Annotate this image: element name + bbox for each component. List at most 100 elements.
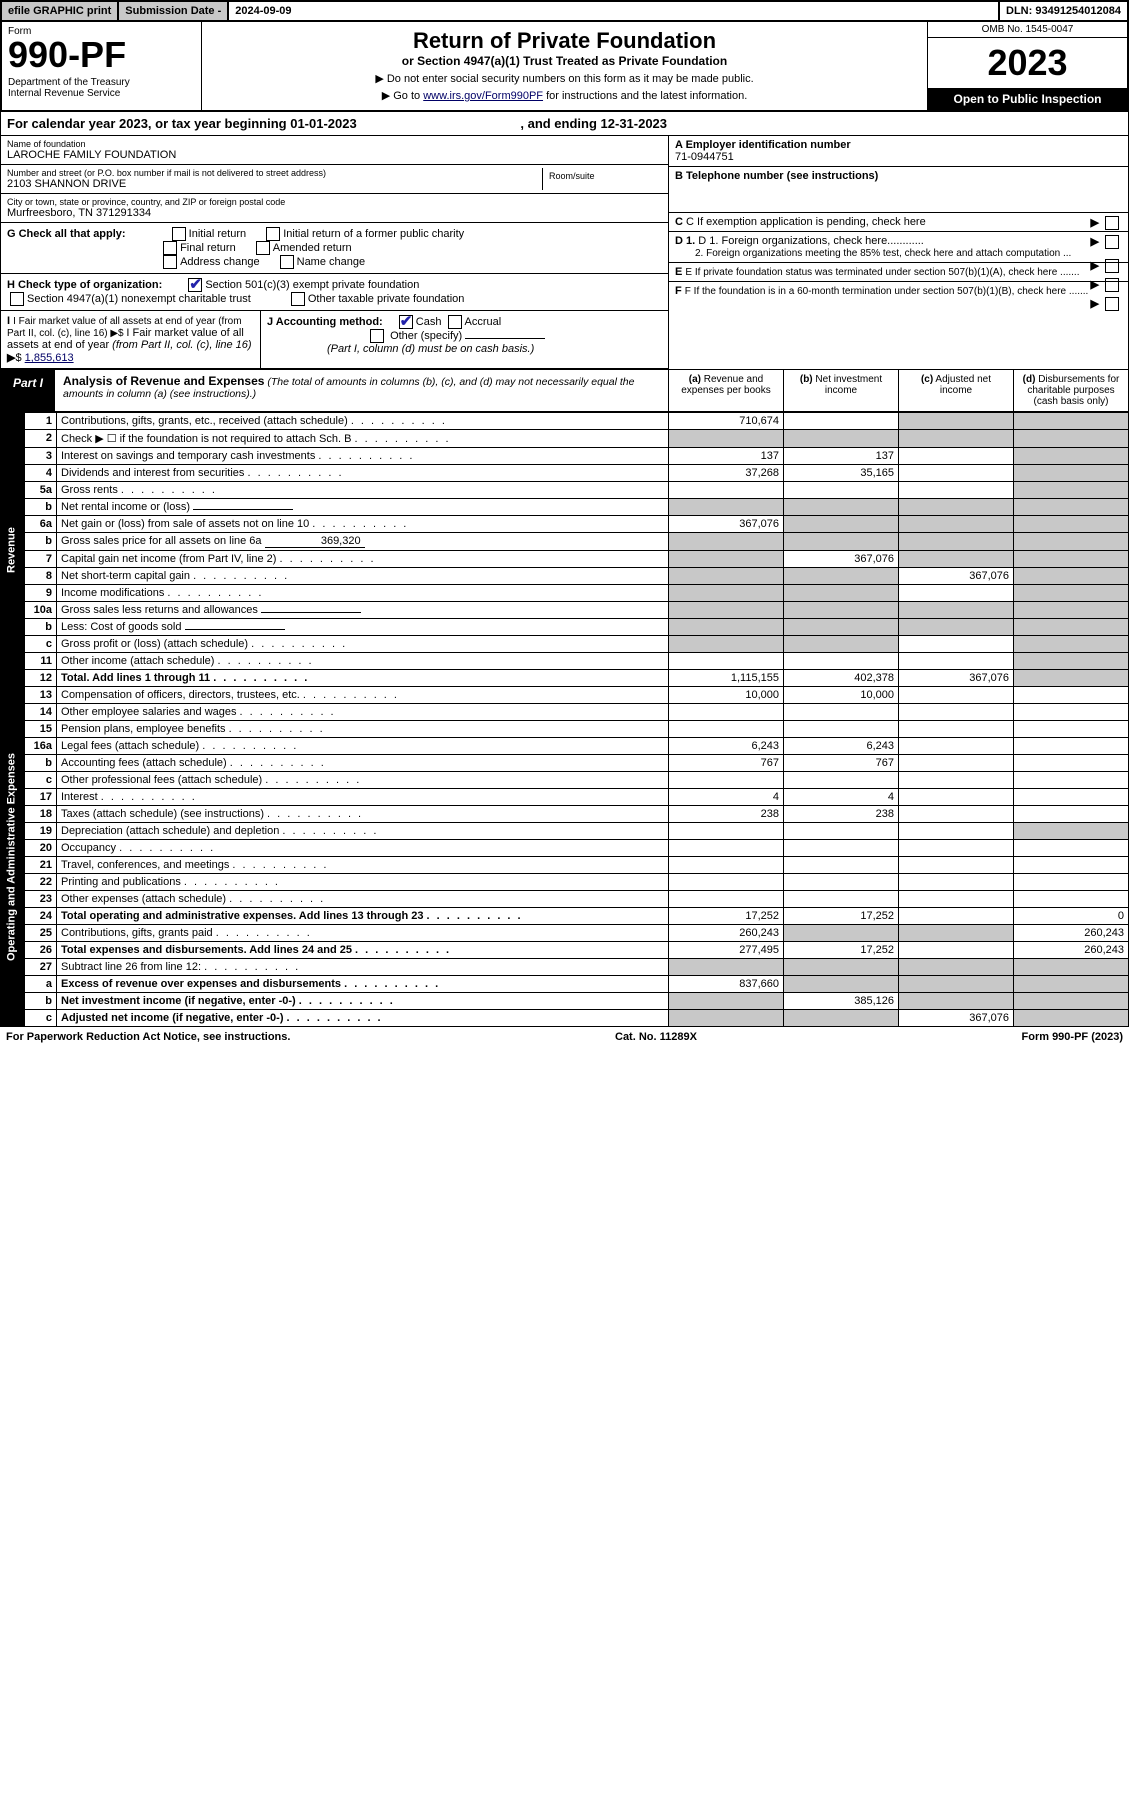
table-row: 16aLegal fees (attach schedule) 6,2436,2…: [1, 738, 1129, 755]
table-row: cAdjusted net income (if negative, enter…: [1, 1010, 1129, 1027]
amount-cell: 260,243: [1014, 942, 1129, 959]
amount-cell: 17,252: [784, 908, 899, 925]
amount-cell: [669, 840, 784, 857]
address-value: 2103 SHANNON DRIVE: [7, 178, 542, 190]
dept-label: Department of the Treasury Internal Reve…: [8, 77, 195, 99]
chk-cash[interactable]: [399, 315, 413, 329]
line-description: Legal fees (attach schedule): [57, 738, 669, 755]
chk-amended-return[interactable]: [256, 241, 270, 255]
amount-cell: [784, 619, 899, 636]
amount-cell: [1014, 568, 1129, 585]
table-row: 3Interest on savings and temporary cash …: [1, 448, 1129, 465]
amount-cell: [669, 959, 784, 976]
amount-cell: [899, 755, 1014, 772]
chk-accrual[interactable]: [448, 315, 462, 329]
submission-date-value: 2024-09-09: [229, 2, 1000, 20]
amount-cell: 260,243: [669, 925, 784, 942]
col-c-header: (c) Adjusted net income: [898, 370, 1013, 411]
chk-name-change[interactable]: [280, 255, 294, 269]
table-row: 5aGross rents: [1, 482, 1129, 499]
amount-cell: [1014, 891, 1129, 908]
amount-cell: [784, 413, 899, 430]
amount-cell: 6,243: [669, 738, 784, 755]
form-note-1: ▶ Do not enter social security numbers o…: [208, 72, 921, 85]
line-description: Subtract line 26 from line 12:: [57, 959, 669, 976]
chk-e[interactable]: [1105, 278, 1119, 292]
amount-cell: [1014, 482, 1129, 499]
table-row: Operating and Administrative Expenses13C…: [1, 687, 1129, 704]
amount-cell: [669, 891, 784, 908]
chk-d2[interactable]: [1105, 259, 1119, 273]
amount-cell: [899, 908, 1014, 925]
amount-cell: 367,076: [899, 670, 1014, 687]
line-number: b: [25, 619, 57, 636]
chk-other-taxable[interactable]: [291, 292, 305, 306]
amount-cell: [899, 636, 1014, 653]
line-description: Gross rents: [57, 482, 669, 499]
amount-cell: 4: [669, 789, 784, 806]
amount-cell: 238: [784, 806, 899, 823]
line-number: b: [25, 499, 57, 516]
line-number: 15: [25, 721, 57, 738]
line-number: b: [25, 993, 57, 1010]
amount-cell: 17,252: [669, 908, 784, 925]
line-description: Travel, conferences, and meetings: [57, 857, 669, 874]
line-description: Other expenses (attach schedule): [57, 891, 669, 908]
amount-cell: [669, 823, 784, 840]
entity-info: Name of foundation LAROCHE FAMILY FOUNDA…: [0, 136, 1129, 370]
amount-cell: 367,076: [669, 516, 784, 533]
amount-cell: [899, 465, 1014, 482]
amount-cell: [669, 1010, 784, 1027]
table-row: bLess: Cost of goods sold: [1, 619, 1129, 636]
amount-cell: [1014, 789, 1129, 806]
chk-initial-return[interactable]: [172, 227, 186, 241]
amount-cell: [784, 891, 899, 908]
amount-cell: 35,165: [784, 465, 899, 482]
table-row: 8Net short-term capital gain 367,076: [1, 568, 1129, 585]
line-description: Less: Cost of goods sold: [57, 619, 669, 636]
table-row: 17Interest 44: [1, 789, 1129, 806]
line-number: 22: [25, 874, 57, 891]
chk-d1[interactable]: [1105, 235, 1119, 249]
amount-cell: [784, 516, 899, 533]
chk-501c3[interactable]: [188, 278, 202, 292]
amount-cell: [669, 533, 784, 551]
amount-cell: [1014, 636, 1129, 653]
amount-cell: [899, 704, 1014, 721]
line-number: 18: [25, 806, 57, 823]
amount-cell: [899, 925, 1014, 942]
city-value: Murfreesboro, TN 371291334: [7, 207, 662, 219]
line-description: Interest on savings and temporary cash i…: [57, 448, 669, 465]
amount-cell: [899, 772, 1014, 789]
amount-cell: [669, 482, 784, 499]
table-row: aExcess of revenue over expenses and dis…: [1, 976, 1129, 993]
chk-4947a1[interactable]: [10, 292, 24, 306]
line-description: Accounting fees (attach schedule): [57, 755, 669, 772]
chk-address-change[interactable]: [163, 255, 177, 269]
fair-market-value[interactable]: 1,855,613: [25, 352, 74, 364]
amount-cell: 6,243: [784, 738, 899, 755]
chk-other-method[interactable]: [370, 329, 384, 343]
irs-link[interactable]: www.irs.gov/Form990PF: [423, 90, 543, 102]
chk-final-return[interactable]: [163, 241, 177, 255]
amount-cell: [899, 857, 1014, 874]
amount-cell: [899, 482, 1014, 499]
chk-f[interactable]: [1105, 297, 1119, 311]
line-number: 11: [25, 653, 57, 670]
amount-cell: [1014, 551, 1129, 568]
amount-cell: 367,076: [784, 551, 899, 568]
amount-cell: 260,243: [1014, 925, 1129, 942]
chk-initial-former[interactable]: [266, 227, 280, 241]
line-description: Dividends and interest from securities: [57, 465, 669, 482]
amount-cell: [899, 687, 1014, 704]
line-description: Check ▶ ☐ if the foundation is not requi…: [57, 430, 669, 448]
amount-cell: [784, 568, 899, 585]
submission-date-label: Submission Date -: [119, 2, 229, 20]
table-row: bAccounting fees (attach schedule) 76776…: [1, 755, 1129, 772]
line-number: b: [25, 755, 57, 772]
line-description: Occupancy: [57, 840, 669, 857]
chk-c[interactable]: [1105, 216, 1119, 230]
footer-center: Cat. No. 11289X: [615, 1031, 697, 1043]
line-number: 10a: [25, 602, 57, 619]
amount-cell: [784, 533, 899, 551]
